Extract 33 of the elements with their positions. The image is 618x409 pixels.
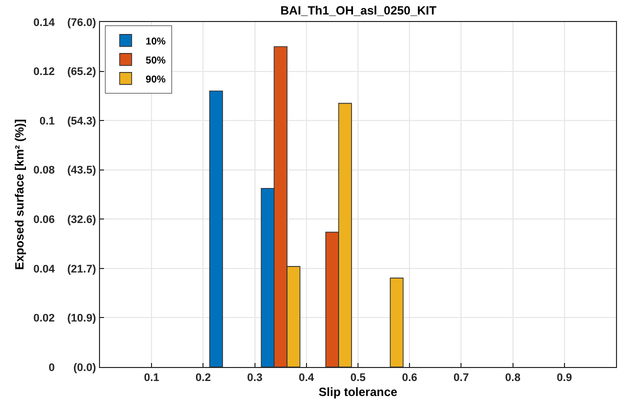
- y-tick-label: 0.06: [33, 214, 55, 226]
- y-tick-label: 0: [48, 362, 55, 374]
- y2-tick-label: (0.0): [73, 362, 96, 374]
- y2-tick-label: (54.3): [67, 115, 96, 128]
- x-tick-label: 0.3: [247, 372, 262, 384]
- y-tick-label: 0.12: [33, 66, 55, 78]
- y2-tick-label: (65.2): [67, 66, 96, 78]
- y2-tick-label: (76.0): [67, 16, 96, 29]
- bar: [209, 90, 223, 367]
- x-tick-label: 0.7: [454, 372, 469, 384]
- legend-label: 50%: [146, 55, 166, 66]
- y-tick-label: 0.04: [33, 263, 56, 276]
- x-tick-label: 0.9: [556, 372, 572, 384]
- x-tick-label: 0.5: [350, 372, 366, 384]
- y-tick-label: 0.08: [33, 164, 55, 177]
- legend-label: 90%: [146, 74, 166, 86]
- x-tick-label: 0.2: [196, 372, 211, 384]
- x-tick-label: 0.6: [402, 372, 418, 384]
- y-axis-title: Exposed surface [km² (%)]: [12, 119, 27, 270]
- x-tick-label: 0.1: [144, 372, 160, 384]
- y2-tick-label: (32.6): [67, 214, 96, 226]
- y2-tick-label: (10.9): [67, 312, 96, 324]
- y2-tick-label: (43.5): [67, 164, 96, 176]
- x-axis-title: Slip tolerance: [318, 385, 398, 400]
- bar: [390, 278, 404, 367]
- legend-label: 10%: [146, 36, 166, 48]
- y2-tick-label: (21.7): [67, 263, 96, 276]
- x-tick-label: 0.4: [298, 372, 315, 384]
- y-tick-label: 0.02: [33, 312, 55, 325]
- chart-title: BAI_Th1_OH_asl_0250_KIT: [280, 4, 438, 18]
- y-tick-label: 0.1: [40, 115, 55, 128]
- y-tick-label: 0.14: [33, 16, 56, 29]
- x-tick-label: 0.8: [505, 372, 520, 384]
